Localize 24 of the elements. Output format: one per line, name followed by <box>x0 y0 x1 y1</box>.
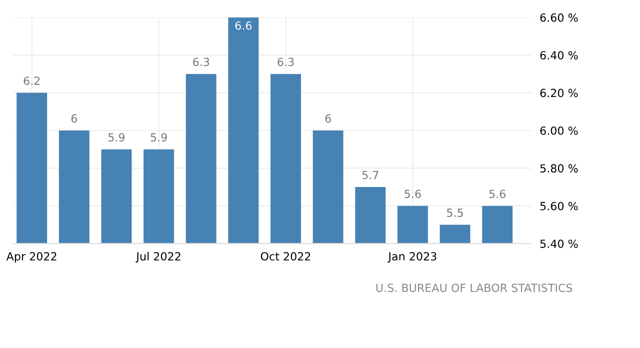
y-tick-label: 5.80 % <box>540 164 578 173</box>
data-label: 6.3 <box>278 58 294 66</box>
text: U.S. BUREAU OF LABOR STATISTICS <box>376 284 572 292</box>
x-tick-label: Jul 2022 <box>136 252 180 263</box>
x-tick-label: Apr 2022 <box>6 252 56 263</box>
data-label: 6.3 <box>193 58 210 66</box>
data-label: 5.9 <box>108 133 125 142</box>
y-tick-label: 6.00 % <box>540 126 578 135</box>
y-tick-label: 6.20 % <box>540 88 578 98</box>
y-tick-label: 5.60 % <box>540 202 578 210</box>
x-tick-label: Jan 2023 <box>388 252 436 263</box>
data-label: 5.6 <box>404 190 421 198</box>
data-label: 5.9 <box>150 133 167 142</box>
data-label: 6 <box>325 114 331 123</box>
data-label: 6 <box>71 114 77 123</box>
x-tick-label: Oct 2022 <box>260 252 310 261</box>
data-label: 5.6 <box>489 190 506 198</box>
y-tick-label: 5.40 % <box>540 240 578 248</box>
y-tick-label: 6.40 % <box>540 51 578 60</box>
data-label: 6.6 <box>235 21 252 30</box>
data-label: 5.5 <box>447 208 463 217</box>
data-label: 5.7 <box>362 170 378 180</box>
data-label: 6.2 <box>24 76 40 85</box>
y-tick-label: 6.60 % <box>540 13 578 22</box>
